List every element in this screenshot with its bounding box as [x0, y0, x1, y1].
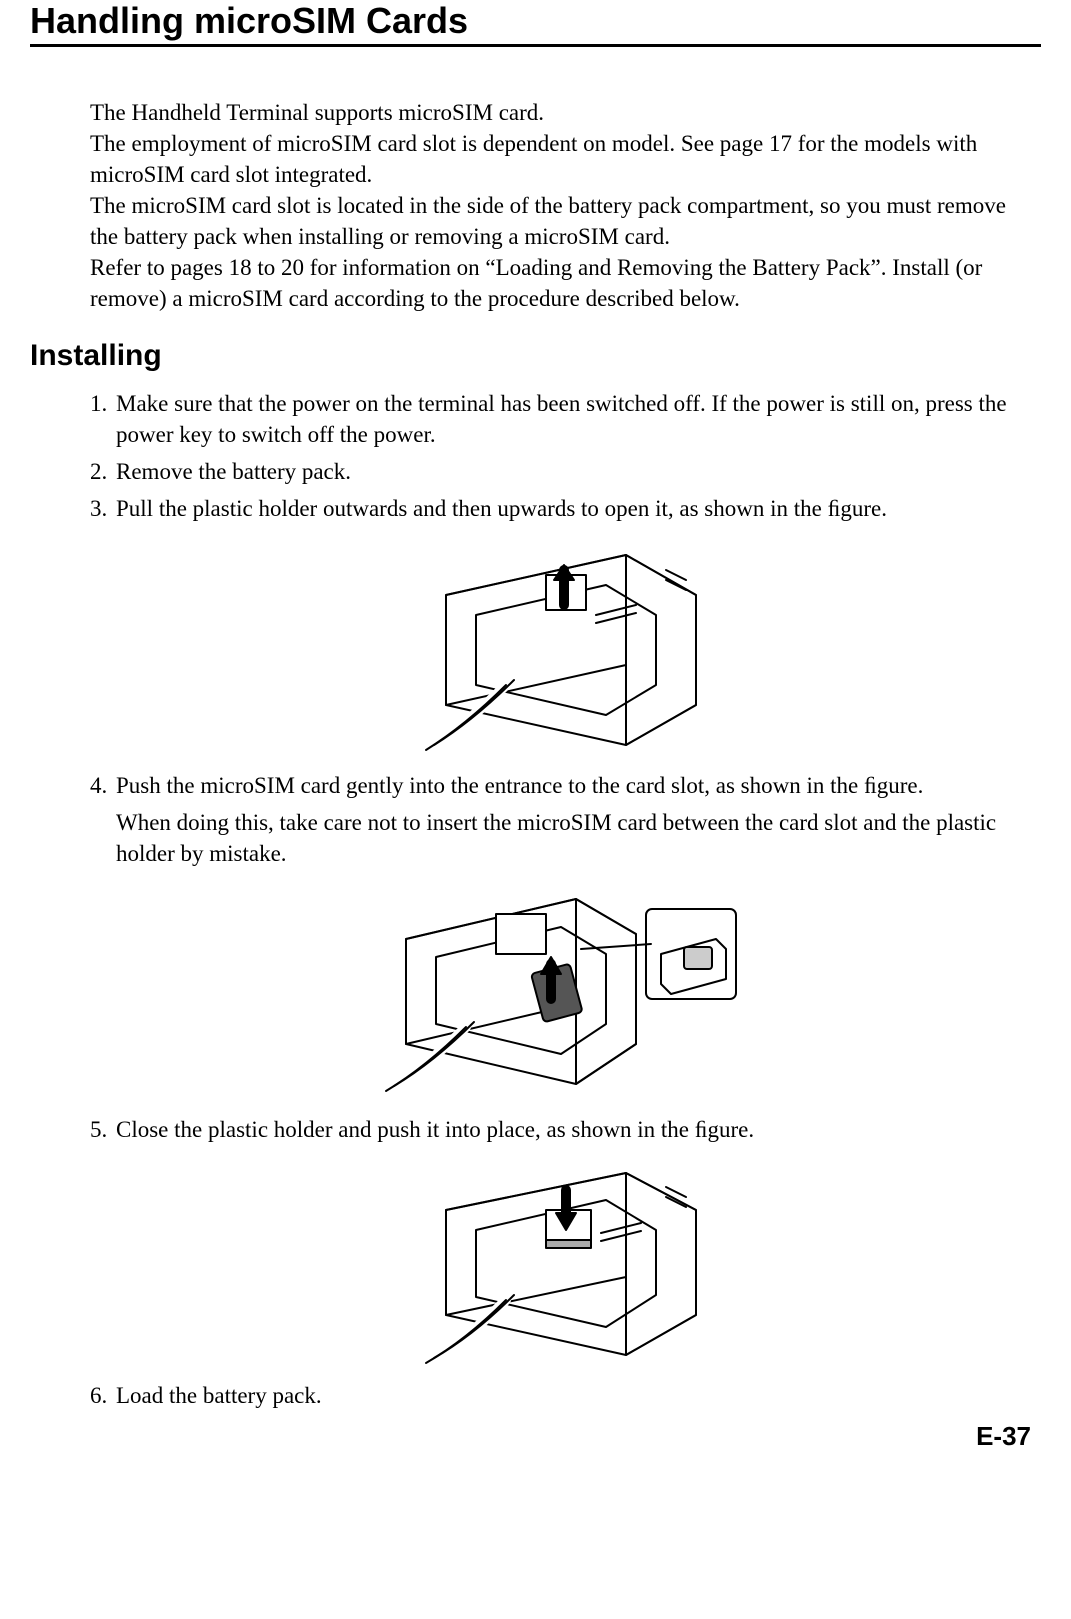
step-2-text: Remove the battery pack.	[116, 456, 1021, 487]
step-5-text: Close the plastic holder and push it int…	[116, 1114, 1021, 1145]
page-title: Handling microSIM Cards	[30, 0, 1041, 47]
section-heading-installing: Installing	[30, 339, 1041, 373]
step-6-num: 6.	[90, 1380, 116, 1411]
step-4-text: Push the microSIM card gently into the e…	[116, 770, 1021, 801]
figure-2	[90, 879, 1021, 1099]
step-1-num: 1.	[90, 388, 116, 450]
intro-block: The Handheld Terminal supports microSIM …	[90, 97, 1021, 314]
figure-3	[90, 1155, 1021, 1365]
step-5: 5. Close the plastic holder and push it …	[90, 1114, 1021, 1145]
step-3-text: Pull the plastic holder outwards and the…	[116, 493, 1021, 524]
intro-p2: The employment of microSIM card slot is …	[90, 128, 1021, 190]
step-4-num: 4.	[90, 770, 116, 801]
step-6: 6. Load the battery pack.	[90, 1380, 1021, 1411]
step-4: 4. Push the microSIM card gently into th…	[90, 770, 1021, 801]
figure-1	[90, 535, 1021, 755]
page-number: E-37	[30, 1421, 1031, 1452]
intro-p3: The microSIM card slot is located in the…	[90, 190, 1021, 252]
step-3: 3. Pull the plastic holder outwards and …	[90, 493, 1021, 524]
intro-p1: The Handheld Terminal supports microSIM …	[90, 97, 1021, 128]
step-3-num: 3.	[90, 493, 116, 524]
step-2-num: 2.	[90, 456, 116, 487]
step-4-note: When doing this, take care not to insert…	[116, 807, 1021, 869]
intro-p4: Refer to pages 18 to 20 for information …	[90, 252, 1021, 314]
step-5-num: 5.	[90, 1114, 116, 1145]
step-6-text: Load the battery pack.	[116, 1380, 1021, 1411]
step-1-text: Make sure that the power on the terminal…	[116, 388, 1021, 450]
close-holder-icon	[396, 1155, 716, 1365]
step-1: 1. Make sure that the power on the termi…	[90, 388, 1021, 450]
compartment-open-icon	[396, 535, 716, 755]
step-2: 2. Remove the battery pack.	[90, 456, 1021, 487]
insert-sim-icon	[366, 879, 746, 1099]
steps-list: 1. Make sure that the power on the termi…	[90, 388, 1021, 1410]
